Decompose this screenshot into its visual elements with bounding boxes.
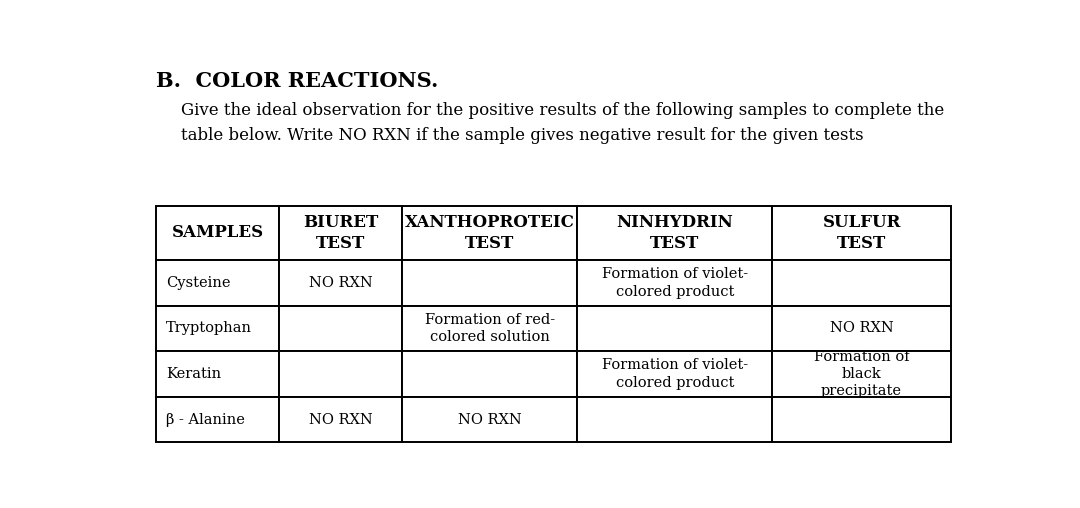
Text: NO RXN: NO RXN bbox=[829, 322, 893, 335]
Text: B.  COLOR REACTIONS.: B. COLOR REACTIONS. bbox=[156, 71, 438, 91]
Text: Cysteine: Cysteine bbox=[166, 276, 230, 290]
Text: NINHYDRIN
TEST: NINHYDRIN TEST bbox=[617, 214, 733, 252]
Bar bbox=[772, 397, 951, 442]
Bar bbox=[578, 260, 772, 306]
Bar bbox=[772, 206, 951, 260]
Bar bbox=[403, 397, 578, 442]
Bar bbox=[279, 397, 403, 442]
Bar bbox=[279, 306, 403, 351]
Bar bbox=[578, 351, 772, 397]
Text: Formation of red-
colored solution: Formation of red- colored solution bbox=[424, 313, 555, 344]
Bar bbox=[156, 397, 279, 442]
Text: BIURET
TEST: BIURET TEST bbox=[303, 214, 378, 252]
Bar bbox=[156, 260, 279, 306]
Bar bbox=[403, 206, 578, 260]
Bar bbox=[156, 206, 279, 260]
Text: SULFUR
TEST: SULFUR TEST bbox=[823, 214, 901, 252]
Bar bbox=[279, 206, 403, 260]
Bar bbox=[578, 206, 772, 260]
Bar bbox=[578, 306, 772, 351]
Bar bbox=[156, 351, 279, 397]
Bar bbox=[403, 351, 578, 397]
Text: Keratin: Keratin bbox=[166, 367, 221, 381]
Text: β - Alanine: β - Alanine bbox=[166, 412, 245, 427]
Text: SAMPLES: SAMPLES bbox=[172, 225, 264, 241]
Bar bbox=[772, 351, 951, 397]
Bar bbox=[279, 351, 403, 397]
Bar bbox=[578, 397, 772, 442]
Bar bbox=[403, 260, 578, 306]
Text: Formation of
black
precipitate: Formation of black precipitate bbox=[814, 350, 909, 398]
Text: NO RXN: NO RXN bbox=[309, 276, 373, 290]
Text: Give the ideal observation for the positive results of the following samples to : Give the ideal observation for the posit… bbox=[181, 102, 944, 144]
Text: NO RXN: NO RXN bbox=[309, 412, 373, 427]
Bar bbox=[772, 260, 951, 306]
Text: Formation of violet-
colored product: Formation of violet- colored product bbox=[602, 358, 747, 390]
Text: NO RXN: NO RXN bbox=[458, 412, 522, 427]
Bar bbox=[772, 306, 951, 351]
Text: Formation of violet-
colored product: Formation of violet- colored product bbox=[602, 267, 747, 299]
Text: XANTHOPROTEIC
TEST: XANTHOPROTEIC TEST bbox=[405, 214, 575, 252]
Bar bbox=[279, 260, 403, 306]
Text: Tryptophan: Tryptophan bbox=[166, 322, 252, 335]
Bar bbox=[156, 306, 279, 351]
Bar bbox=[403, 306, 578, 351]
